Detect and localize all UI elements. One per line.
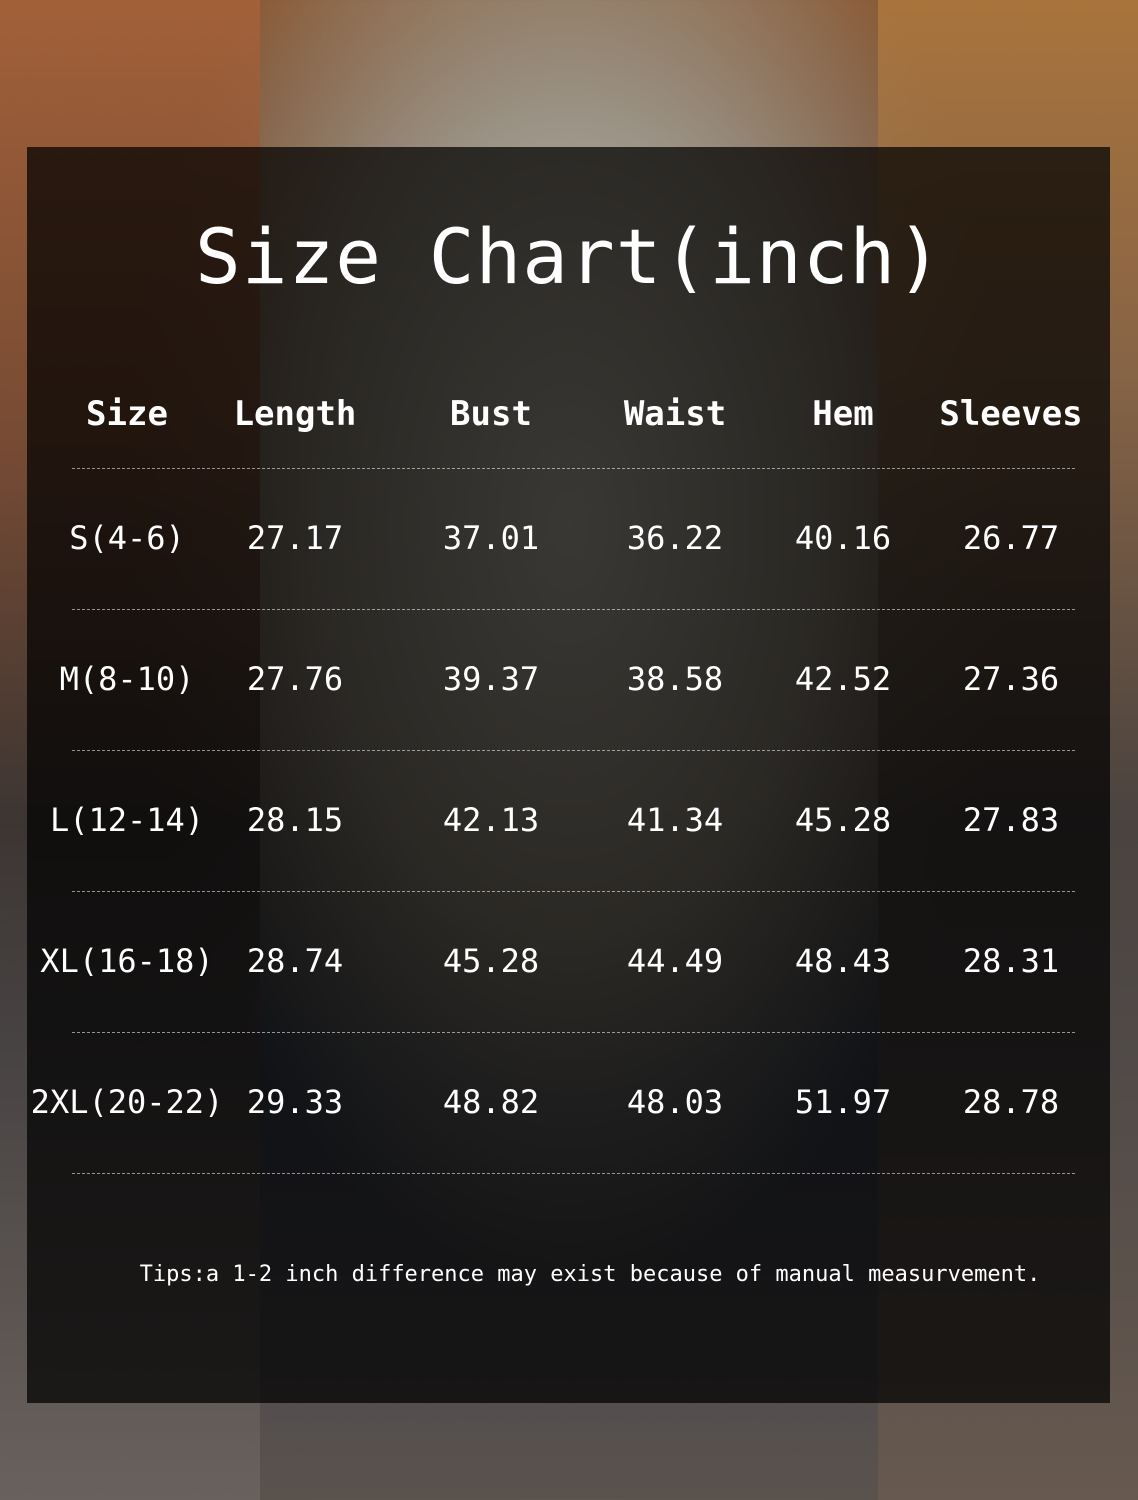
measurement-value: 42.52 xyxy=(794,659,892,698)
measurement-value: 26.77 xyxy=(962,518,1060,557)
table-row: S(4-6) 27.17 37.01 36.22 40.16 26.77 xyxy=(27,468,1110,609)
size-chart-panel xyxy=(27,147,1110,1403)
column-header: Length xyxy=(233,394,357,434)
divider xyxy=(72,750,1075,751)
column-header: Bust xyxy=(450,394,532,434)
measurement-value: 29.33 xyxy=(246,1082,344,1121)
table-row: XL(16-18) 28.74 45.28 44.49 48.43 28.31 xyxy=(27,891,1110,1032)
table-row: M(8-10) 27.76 39.37 38.58 42.52 27.36 xyxy=(27,609,1110,750)
divider xyxy=(72,1032,1075,1033)
column-header: Waist xyxy=(623,394,727,434)
measurement-value: 27.17 xyxy=(246,518,344,557)
measurement-value: 45.28 xyxy=(794,800,892,839)
measurement-value: 48.03 xyxy=(626,1082,724,1121)
measurement-value: 48.43 xyxy=(794,941,892,980)
measurement-value: 41.34 xyxy=(626,800,724,839)
tips-note: Tips:a 1-2 inch difference may exist bec… xyxy=(139,1262,1041,1287)
measurement-value: 28.31 xyxy=(962,941,1060,980)
size-table: Size Length Bust Waist Hem Sleeves S(4-6) 27.17… xyxy=(27,380,1110,1174)
size-label: XL(16-18) xyxy=(40,941,214,980)
divider xyxy=(72,1173,1075,1174)
column-header: Hem xyxy=(812,394,874,434)
measurement-value: 37.01 xyxy=(442,518,540,557)
measurement-value: 28.78 xyxy=(962,1082,1060,1121)
column-header: Sleeves xyxy=(939,394,1083,434)
measurement-value: 38.58 xyxy=(626,659,724,698)
measurement-value: 27.36 xyxy=(962,659,1060,698)
chart-title: Size Chart(inch) xyxy=(194,212,944,301)
divider xyxy=(72,891,1075,892)
measurement-value: 39.37 xyxy=(442,659,540,698)
measurement-value: 51.97 xyxy=(794,1082,892,1121)
table-row: 2XL(20-22) 29.33 48.82 48.03 51.97 28.78 xyxy=(27,1032,1110,1173)
divider xyxy=(72,609,1075,610)
measurement-value: 40.16 xyxy=(794,518,892,557)
measurement-value: 27.76 xyxy=(246,659,344,698)
size-label: S(4-6) xyxy=(69,518,185,557)
divider xyxy=(72,468,1075,469)
measurement-value: 27.83 xyxy=(962,800,1060,839)
size-label: 2XL(20-22) xyxy=(30,1082,224,1121)
measurement-value: 28.74 xyxy=(246,941,344,980)
column-header: Size xyxy=(86,394,168,434)
measurement-value: 36.22 xyxy=(626,518,724,557)
size-label: M(8-10) xyxy=(59,659,195,698)
table-header: Size Length Bust Waist Hem Sleeves xyxy=(27,380,1110,440)
measurement-value: 44.49 xyxy=(626,941,724,980)
measurement-value: 45.28 xyxy=(442,941,540,980)
size-label: L(12-14) xyxy=(49,800,205,839)
measurement-value: 28.15 xyxy=(246,800,344,839)
measurement-value: 42.13 xyxy=(442,800,540,839)
table-row: L(12-14) 28.15 42.13 41.34 45.28 27.83 xyxy=(27,750,1110,891)
measurement-value: 48.82 xyxy=(442,1082,540,1121)
